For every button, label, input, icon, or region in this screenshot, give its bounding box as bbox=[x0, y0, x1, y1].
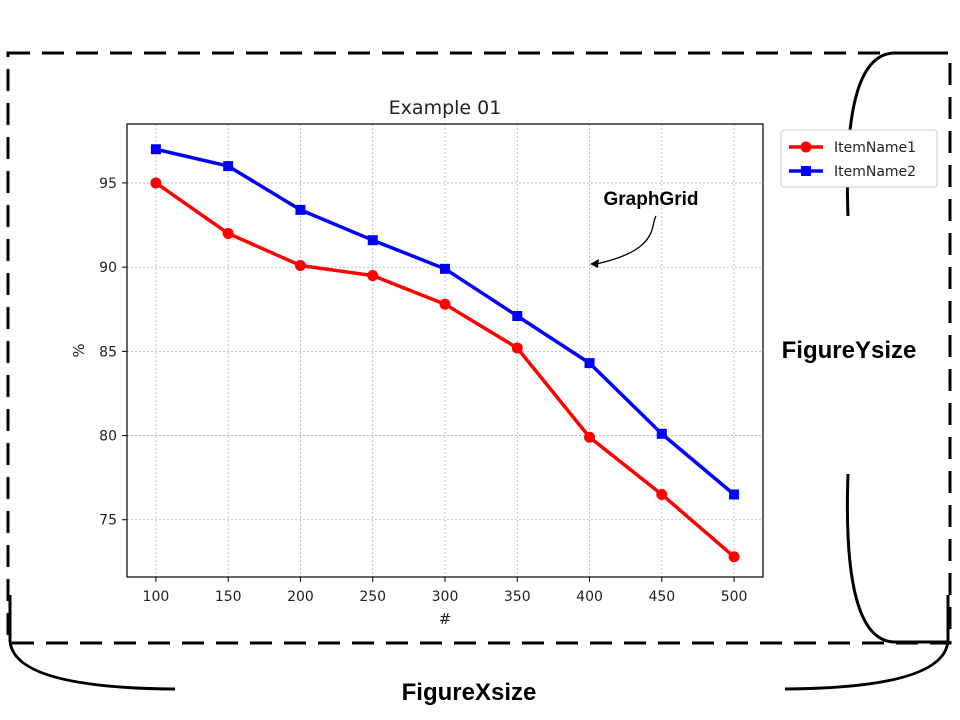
ysize-brace-bottom bbox=[845, 473, 948, 644]
data-point bbox=[367, 270, 379, 282]
data-point bbox=[440, 263, 450, 274]
data-point bbox=[294, 259, 306, 271]
x-tick-label: 450 bbox=[648, 589, 675, 605]
data-point bbox=[729, 489, 740, 500]
x-tick-label: 500 bbox=[721, 589, 748, 605]
data-point bbox=[367, 235, 378, 246]
x-tick-label: 250 bbox=[359, 589, 386, 605]
y-tick-label: 90 bbox=[99, 260, 117, 276]
x-tick-label: 300 bbox=[432, 589, 459, 605]
x-tick-label: 350 bbox=[504, 589, 531, 605]
figure-x-size-label: FigureXsize bbox=[402, 679, 537, 706]
data-point bbox=[150, 177, 162, 189]
legend-marker bbox=[801, 166, 811, 176]
data-point bbox=[439, 298, 451, 310]
data-point bbox=[512, 310, 523, 321]
series-ItemName1 bbox=[150, 177, 740, 563]
x-tick-label: 100 bbox=[143, 589, 170, 605]
data-point bbox=[295, 204, 306, 215]
y-tick-label: 85 bbox=[99, 344, 117, 360]
x-tick-label: 200 bbox=[287, 589, 314, 605]
data-point bbox=[656, 488, 668, 500]
data-point bbox=[222, 227, 234, 239]
data-point bbox=[511, 342, 523, 354]
data-point bbox=[728, 551, 740, 563]
y-tick-label: 80 bbox=[99, 429, 117, 445]
xsize-brace-left bbox=[8, 595, 176, 691]
data-point bbox=[584, 431, 596, 443]
y-axis: 75 80 85 90 95 bbox=[99, 176, 127, 529]
figure-boundary bbox=[6, 51, 952, 645]
y-tick-label: 95 bbox=[99, 176, 117, 192]
data-point bbox=[656, 428, 667, 439]
chart-title: Example 01 bbox=[389, 97, 502, 119]
series-layer bbox=[150, 144, 740, 563]
xsize-brace-right bbox=[784, 595, 950, 691]
data-point bbox=[223, 161, 234, 172]
x-tick-label: 400 bbox=[576, 589, 603, 605]
x-axis: 100 150 200 250 300 350 400 450 500 bbox=[143, 577, 748, 605]
graphgrid-annotation: GraphGrid bbox=[590, 189, 699, 268]
series-ItemName2 bbox=[150, 144, 740, 500]
grid-lines bbox=[127, 124, 763, 577]
legend-marker bbox=[800, 141, 812, 153]
x-axis-label: # bbox=[439, 610, 452, 628]
data-point bbox=[584, 358, 595, 369]
legend-label: ItemName1 bbox=[834, 140, 916, 156]
annotation-arrow-head bbox=[590, 259, 599, 268]
annotation-text: GraphGrid bbox=[603, 189, 698, 210]
legend: ItemName1 ItemName2 bbox=[780, 129, 938, 188]
data-point bbox=[150, 144, 161, 155]
figure-y-size-label: FigureYsize bbox=[782, 337, 917, 364]
x-tick-label: 150 bbox=[215, 589, 242, 605]
y-tick-label: 75 bbox=[99, 513, 117, 529]
annotation-arrow bbox=[595, 215, 657, 265]
legend-label: ItemName2 bbox=[834, 164, 916, 180]
y-axis-label: % bbox=[70, 343, 88, 357]
